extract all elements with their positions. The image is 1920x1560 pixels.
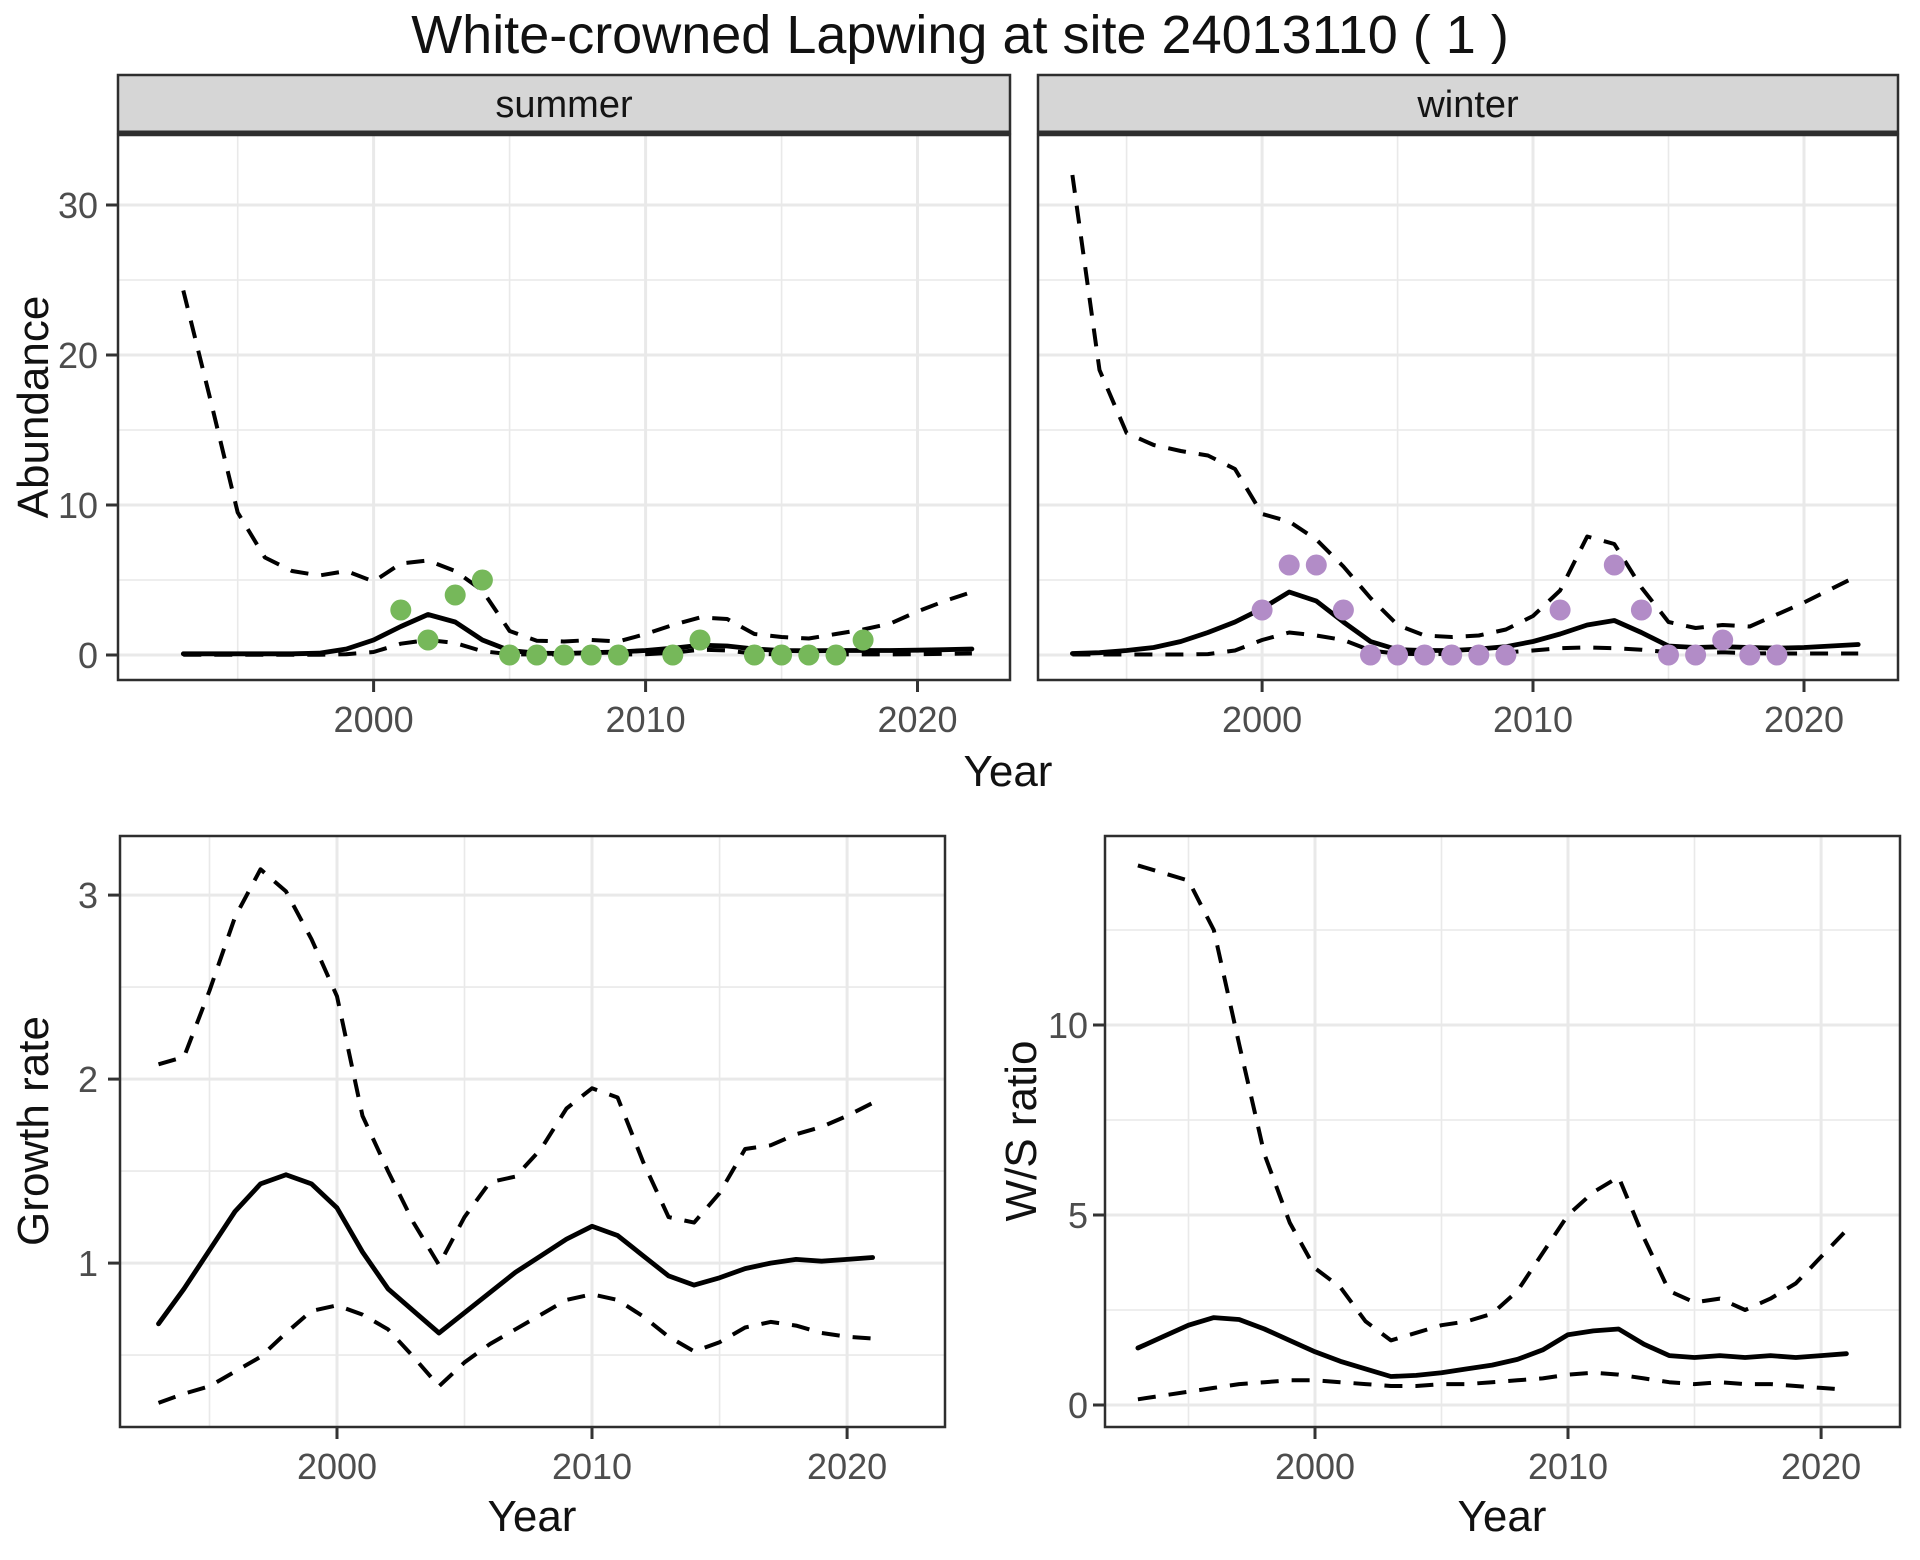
abundance-winter-panel: winter 2000 2010 2020 — [1036, 73, 1900, 740]
observation-point — [1251, 599, 1273, 621]
y-tick-label: 5 — [1068, 1195, 1088, 1236]
observation-point — [526, 644, 548, 666]
ratio-panel-background — [1105, 836, 1900, 1427]
x-tick-label: 2000 — [334, 699, 414, 740]
observation-point — [1414, 644, 1436, 666]
facet-strip — [116, 73, 1012, 135]
observation-point — [852, 629, 874, 651]
chart-title: White-crowned Lapwing at site 24013110 (… — [411, 5, 1509, 65]
observation-point — [1712, 629, 1734, 651]
observation-point — [553, 644, 575, 666]
observation-point — [689, 629, 711, 651]
y-tick-label: 0 — [1068, 1385, 1088, 1426]
observation-point — [1305, 554, 1327, 576]
growth-panel: 2000 2010 2020 1 2 3 — [78, 834, 947, 1487]
ratio-panel: 2000 2010 2020 0 5 10 — [1048, 834, 1902, 1487]
abundance-y-axis-title: Abundance — [9, 295, 58, 519]
y-tick-label: 30 — [58, 185, 98, 226]
abundance-summer-panel-background — [118, 135, 1010, 680]
y-tick-label: 10 — [58, 485, 98, 526]
ratio-ci-lower-line — [1137, 1370, 1847, 1402]
observation-point — [444, 584, 466, 606]
y-tick-label: 1 — [78, 1243, 98, 1284]
observation-point — [798, 644, 820, 666]
observation-point — [1549, 599, 1571, 621]
abundance-summer-ci-upper-line — [181, 290, 973, 644]
observation-point — [1495, 644, 1517, 666]
x-tick-label: 2000 — [1275, 1446, 1355, 1487]
observation-point — [1332, 599, 1354, 621]
growth-panel-border — [118, 834, 947, 1429]
growth-fit-line — [156, 1172, 875, 1336]
y-tick-label: 2 — [78, 1059, 98, 1100]
observation-point — [1278, 554, 1300, 576]
observation-point — [471, 569, 493, 591]
ratio-fit-line — [1135, 1315, 1849, 1379]
observation-point — [1360, 644, 1381, 666]
observation-point — [825, 644, 847, 666]
observation-point — [1658, 644, 1679, 666]
observation-point — [580, 644, 602, 666]
facet-strip-label: winter — [1416, 84, 1519, 126]
observation-point — [771, 644, 793, 666]
top-x-axis-title: Year — [963, 747, 1053, 796]
observation-point — [1468, 644, 1490, 666]
observation-point — [1603, 554, 1625, 576]
observation-point — [417, 629, 439, 651]
x-tick-label: 2010 — [1528, 1446, 1608, 1487]
x-tick-label: 2020 — [877, 699, 957, 740]
observation-point — [1766, 644, 1788, 666]
observation-point — [1387, 644, 1409, 666]
x-tick-label: 2000 — [297, 1446, 377, 1487]
observation-point — [1739, 644, 1761, 666]
x-tick-label: 2000 — [1222, 699, 1302, 740]
abundance-summer-panel: summer 2000 2010 2020 0 10 20 30 — [58, 73, 1012, 740]
observation-point — [662, 644, 684, 666]
x-tick-label: 2020 — [1781, 1446, 1861, 1487]
ratio-x-axis-title: Year — [1457, 1492, 1547, 1541]
y-tick-label: 10 — [1048, 1005, 1088, 1046]
growth-ci-upper-line — [157, 867, 874, 1267]
observation-point — [499, 644, 521, 666]
observation-point — [607, 644, 629, 666]
y-tick-label: 3 — [78, 875, 98, 916]
observation-point — [390, 599, 412, 621]
x-tick-label: 2020 — [1764, 699, 1844, 740]
growth-panel-background — [120, 836, 945, 1427]
observation-point — [1685, 644, 1707, 666]
growth-ci-lower-line — [157, 1292, 873, 1405]
x-tick-label: 2010 — [1493, 699, 1573, 740]
x-tick-label: 2010 — [552, 1446, 632, 1487]
observation-point — [1441, 644, 1463, 666]
facet-strip — [1036, 73, 1900, 135]
abundance-winter-ci-lower-line — [1072, 630, 1859, 657]
x-tick-label: 2010 — [606, 699, 686, 740]
abundance-winter-ci-upper-line — [1070, 174, 1860, 639]
observation-point — [743, 644, 765, 666]
growth-x-axis-title: Year — [487, 1492, 577, 1541]
ratio-y-axis-title: W/S ratio — [997, 1040, 1046, 1222]
growth-y-axis-title: Growth rate — [9, 1016, 58, 1246]
y-tick-label: 0 — [78, 635, 98, 676]
facet-strip-label: summer — [495, 84, 633, 126]
x-tick-label: 2020 — [807, 1446, 887, 1487]
observation-point — [1630, 599, 1652, 621]
y-tick-label: 20 — [58, 335, 98, 376]
ratio-panel-border — [1103, 834, 1902, 1429]
abundance-winter-panel-background — [1038, 135, 1898, 680]
